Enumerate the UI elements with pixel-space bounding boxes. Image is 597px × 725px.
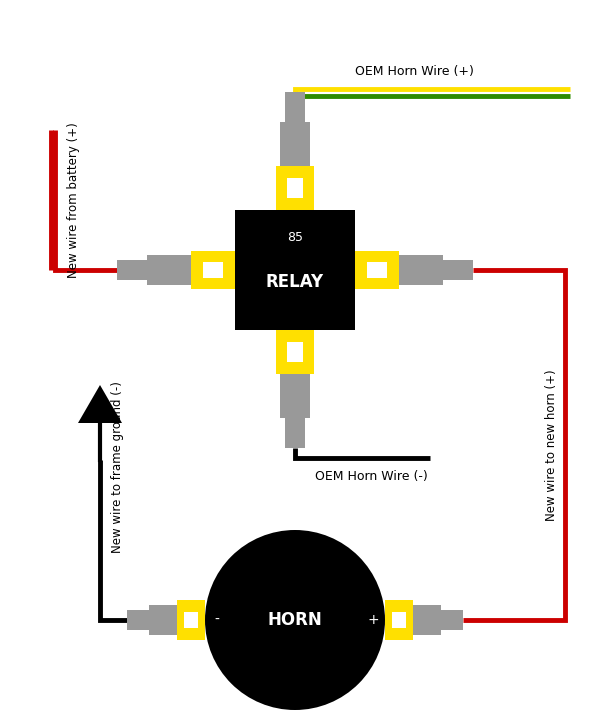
Bar xyxy=(127,610,149,630)
Bar xyxy=(117,260,147,280)
Bar xyxy=(285,418,305,448)
Bar xyxy=(184,612,198,628)
Text: +: + xyxy=(367,613,379,627)
Bar xyxy=(280,122,310,166)
Text: New wire to frame ground (-): New wire to frame ground (-) xyxy=(112,381,125,553)
Bar xyxy=(441,610,463,630)
Circle shape xyxy=(205,530,385,710)
Text: -: - xyxy=(214,613,220,627)
Bar xyxy=(147,255,191,285)
Bar xyxy=(285,92,305,122)
Bar xyxy=(443,260,473,280)
Text: OEM Horn Wire (+): OEM Horn Wire (+) xyxy=(355,65,474,78)
Text: OEM Horn Wire (-): OEM Horn Wire (-) xyxy=(315,470,427,483)
Bar xyxy=(203,262,223,278)
Text: New wire from battery (+): New wire from battery (+) xyxy=(66,122,79,278)
Bar xyxy=(177,600,205,640)
Text: 85: 85 xyxy=(287,231,303,244)
Bar xyxy=(399,255,443,285)
Text: New wire to new horn (+): New wire to new horn (+) xyxy=(544,369,558,521)
Bar xyxy=(280,374,310,418)
Bar xyxy=(276,166,314,210)
Bar xyxy=(191,251,235,289)
Bar xyxy=(235,210,355,330)
Bar xyxy=(287,342,303,362)
Bar xyxy=(287,178,303,198)
Bar xyxy=(149,605,177,635)
Bar xyxy=(355,251,399,289)
Polygon shape xyxy=(78,385,122,423)
Bar xyxy=(413,605,441,635)
Bar xyxy=(367,262,387,278)
Bar xyxy=(385,600,413,640)
Text: RELAY: RELAY xyxy=(266,273,324,291)
Bar xyxy=(276,330,314,374)
Bar xyxy=(392,612,406,628)
Text: HORN: HORN xyxy=(267,611,322,629)
